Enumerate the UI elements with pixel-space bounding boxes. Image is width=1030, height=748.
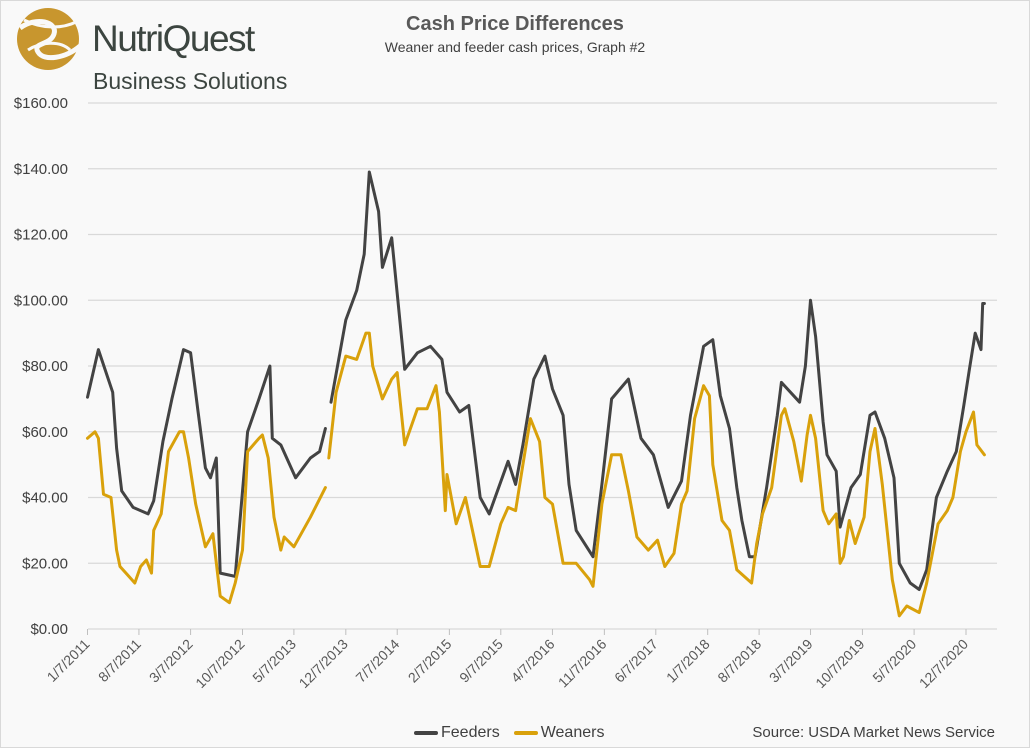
x-tick-label: 7/7/2014	[353, 636, 403, 686]
legend-swatch-weaners	[513, 731, 538, 735]
x-tick-label: 9/7/2015	[456, 636, 506, 686]
x-tick-label: 12/7/2013	[296, 636, 352, 692]
x-tick-label: 5/7/2013	[249, 636, 299, 686]
y-tick-label: $160.00	[14, 95, 68, 112]
legend-label-feeders: Feeders	[441, 724, 500, 741]
y-tick-label: $60.00	[22, 424, 68, 441]
y-tick-label: $0.00	[30, 621, 68, 638]
legend-item-weaners: Weaners	[513, 724, 605, 742]
chart-title: Cash Price Differences	[406, 13, 624, 35]
x-tick-label: 12/7/2020	[916, 636, 972, 692]
legend-swatch-feeders	[414, 731, 438, 735]
y-tick-label: $140.00	[14, 161, 68, 178]
y-tick-label: $40.00	[22, 490, 68, 507]
legend-label-weaners: Weaners	[540, 724, 605, 741]
x-tick-label: 3/7/2019	[766, 636, 816, 686]
legend-item-feeders: Feeders	[414, 724, 500, 742]
x-tick-label: 1/7/2011	[43, 636, 92, 685]
legend: Feeders Weaners	[414, 724, 618, 742]
y-tick-label: $20.00	[22, 555, 68, 572]
x-tick-label: 8/7/2018	[714, 636, 764, 686]
nutriquest-logo-icon	[14, 6, 84, 77]
x-tick-label: 8/7/2011	[95, 636, 144, 685]
chart-subtitle: Weaner and feeder cash prices, Graph #2	[384, 39, 646, 55]
x-tick-label: 10/7/2012	[192, 636, 248, 692]
x-tick-label: 4/7/2016	[508, 636, 558, 686]
y-tick-label: $80.00	[22, 358, 68, 375]
series-line-feeders	[86, 170, 986, 591]
logo-subtitle: Business Solutions	[93, 68, 288, 94]
x-tick-label: 10/7/2019	[812, 636, 868, 692]
x-tick-label: 11/7/2016	[555, 636, 610, 691]
source-note: Source: USDA Market News Service	[752, 724, 995, 741]
x-tick-label: 1/7/2018	[663, 636, 713, 686]
x-tick-label: 5/7/2020	[869, 636, 919, 686]
logo-name: NutriQuest	[92, 18, 255, 59]
x-tick-label: 6/7/2017	[611, 636, 661, 686]
x-tick-label: 3/7/2012	[146, 636, 196, 686]
series-line-weaners	[86, 331, 986, 618]
x-tick-label: 2/7/2015	[405, 636, 455, 686]
y-tick-label: $100.00	[14, 292, 68, 309]
y-tick-label: $120.00	[14, 227, 68, 244]
